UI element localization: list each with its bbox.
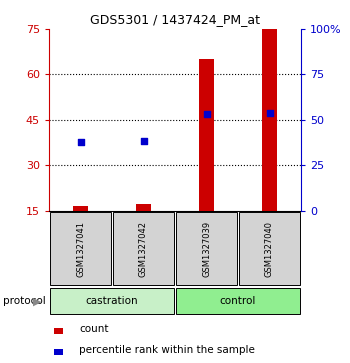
Point (141, 138, 146, 144)
Title: GDS5301 / 1437424_PM_at: GDS5301 / 1437424_PM_at (90, 13, 260, 26)
Bar (199, 59, 214, 211)
Point (78, 139, 83, 144)
Bar (50, 288, 174, 314)
Bar (176, 212, 237, 285)
Text: GSM1327039: GSM1327039 (202, 221, 211, 277)
Text: GSM1327041: GSM1327041 (76, 221, 85, 277)
Bar (54, 328, 63, 334)
Point (267, 110, 272, 116)
Point (204, 111, 209, 117)
Bar (50, 212, 111, 285)
Bar (73, 206, 88, 211)
Bar (239, 212, 300, 285)
Text: protocol: protocol (4, 296, 46, 306)
Bar (113, 212, 174, 285)
Bar (136, 204, 151, 211)
Text: castration: castration (86, 296, 138, 306)
Text: ▶: ▶ (33, 296, 41, 306)
Bar (54, 349, 63, 355)
Text: GSM1327040: GSM1327040 (265, 221, 274, 277)
Bar (262, 29, 277, 211)
Text: control: control (220, 296, 256, 306)
Bar (176, 288, 300, 314)
Text: count: count (79, 324, 109, 334)
Text: percentile rank within the sample: percentile rank within the sample (79, 345, 255, 355)
Text: GSM1327042: GSM1327042 (139, 221, 148, 277)
